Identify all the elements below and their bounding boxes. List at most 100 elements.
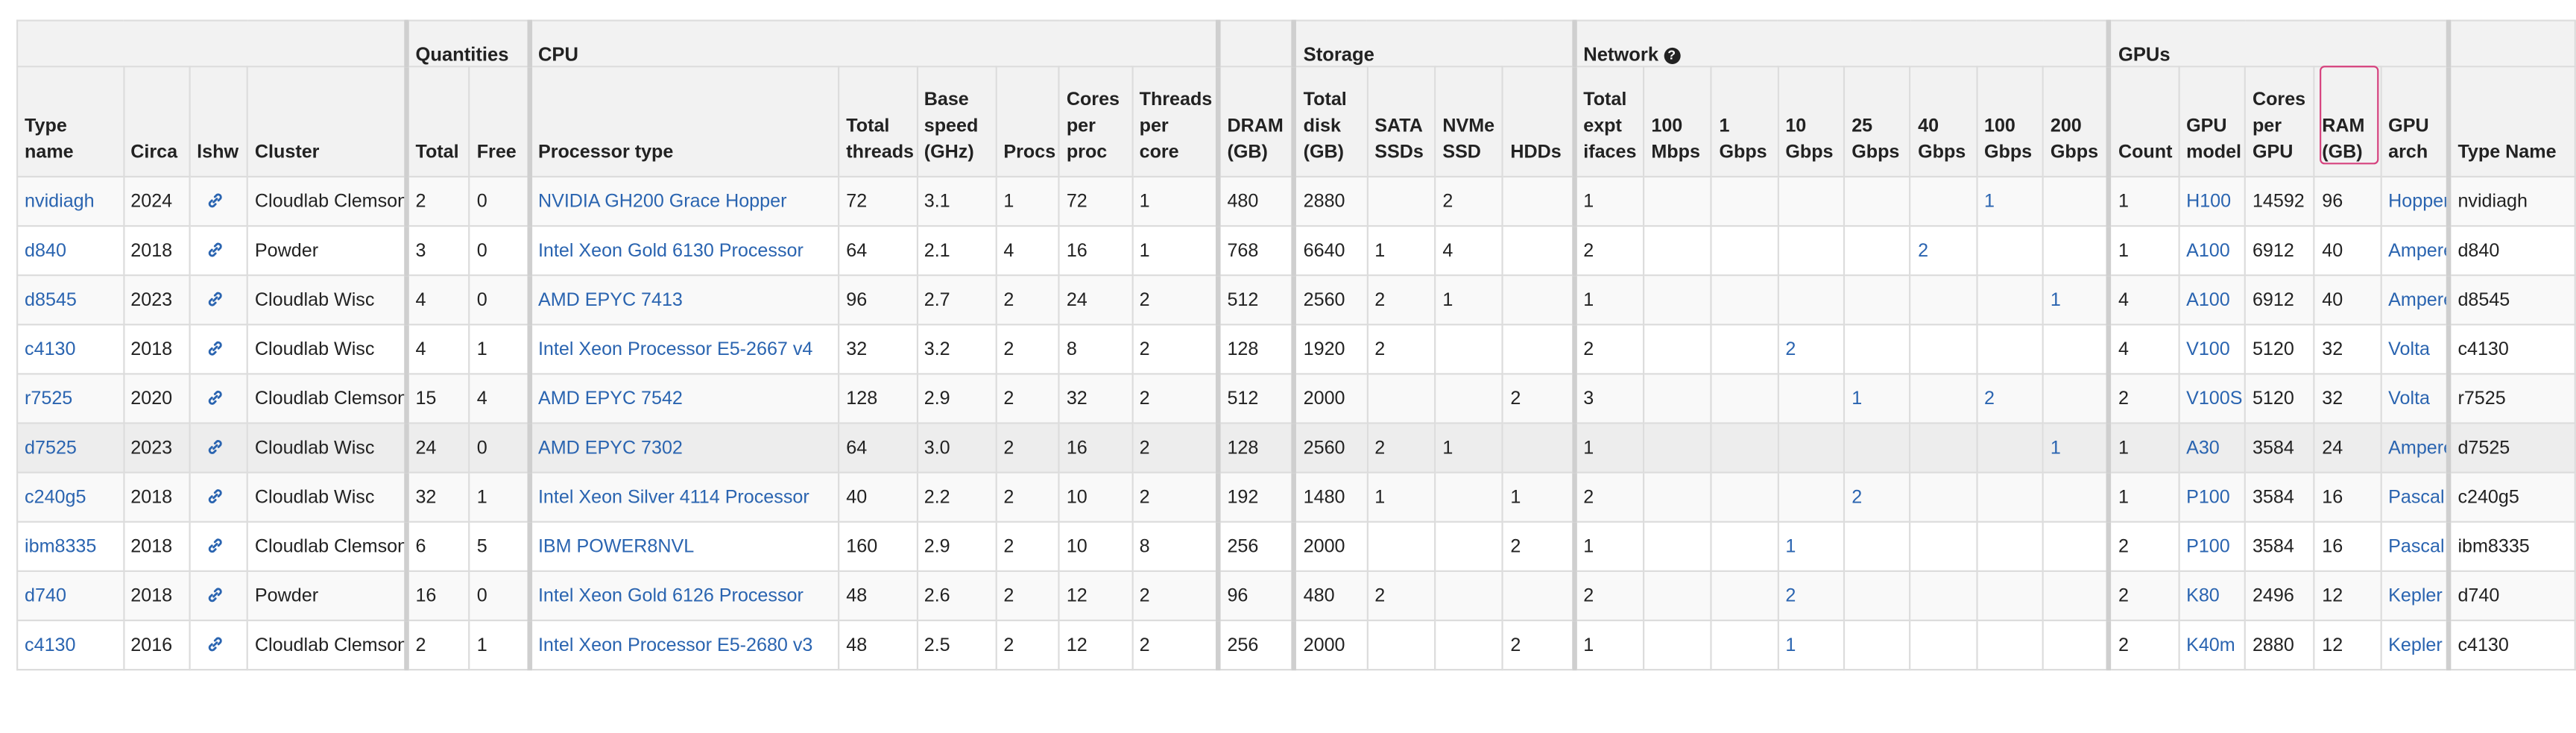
cell-type[interactable]: d7525 bbox=[16, 422, 124, 474]
cell-lshw[interactable] bbox=[189, 422, 249, 474]
cell-garch[interactable]: Hopper bbox=[2380, 175, 2450, 227]
cell-m100[interactable] bbox=[1643, 274, 1713, 326]
cell-g40[interactable] bbox=[1910, 422, 1978, 474]
cell-garch[interactable]: Kepler bbox=[2380, 570, 2450, 622]
garch-link[interactable]: Kepler bbox=[2388, 585, 2443, 606]
cell-g1[interactable] bbox=[1711, 422, 1779, 474]
cell-g200[interactable] bbox=[2042, 619, 2110, 671]
cell-g10[interactable] bbox=[1777, 175, 1846, 227]
col-total-threads[interactable]: Total threads bbox=[838, 66, 918, 178]
cell-lshw[interactable] bbox=[189, 520, 249, 572]
cell-g40[interactable] bbox=[1910, 324, 1978, 375]
cell-g200[interactable] bbox=[2042, 224, 2110, 277]
col-total[interactable]: Total bbox=[404, 66, 470, 178]
cell-g40[interactable] bbox=[1910, 520, 1978, 572]
garch-link[interactable]: Kepler bbox=[2388, 635, 2443, 655]
help-icon[interactable]: ? bbox=[1663, 47, 1680, 64]
garch-link[interactable]: Ampere bbox=[2388, 290, 2449, 310]
col-processor-type[interactable]: Processor type bbox=[526, 66, 840, 178]
cell-gmodel[interactable]: P100 bbox=[2178, 520, 2247, 572]
proc-link[interactable]: NVIDIA GH200 Grace Hopper bbox=[537, 191, 787, 212]
g10-link[interactable]: 1 bbox=[1785, 536, 1796, 557]
cell-g1[interactable] bbox=[1711, 471, 1779, 523]
cell-gmodel[interactable]: K80 bbox=[2178, 570, 2247, 622]
col-total-expt-ifaces[interactable]: Total expt ifaces bbox=[1571, 66, 1645, 178]
gmodel-link[interactable]: A100 bbox=[2186, 290, 2230, 310]
cell-m100[interactable] bbox=[1643, 422, 1713, 474]
cell-g1[interactable] bbox=[1711, 224, 1779, 277]
link-icon[interactable] bbox=[205, 535, 224, 554]
link-icon[interactable] bbox=[205, 289, 224, 308]
link-icon[interactable] bbox=[205, 585, 224, 604]
type-link[interactable]: c4130 bbox=[25, 635, 76, 655]
cell-g25[interactable] bbox=[1843, 520, 1912, 572]
g25-link[interactable]: 2 bbox=[1852, 487, 1863, 507]
cell-type[interactable]: d8545 bbox=[16, 274, 124, 326]
cell-g100[interactable] bbox=[1975, 422, 2045, 474]
cell-m100[interactable] bbox=[1643, 619, 1713, 671]
g40-link[interactable]: 2 bbox=[1918, 240, 1929, 261]
col-total-disk[interactable]: Total disk (GB) bbox=[1292, 66, 1368, 178]
cell-proc[interactable]: Intel Xeon Gold 6126 Processor bbox=[526, 570, 840, 622]
g200-link[interactable]: 1 bbox=[2050, 438, 2061, 458]
col-gpu-model[interactable]: GPU model bbox=[2178, 66, 2247, 178]
g200-link[interactable]: 1 bbox=[2050, 290, 2061, 310]
cell-g25[interactable] bbox=[1843, 619, 1912, 671]
link-icon[interactable] bbox=[205, 190, 224, 210]
proc-link[interactable]: IBM POWER8NVL bbox=[537, 536, 695, 557]
col-cores-per-gpu[interactable]: Cores per GPU bbox=[2244, 66, 2316, 178]
g100-link[interactable]: 1 bbox=[1983, 191, 1995, 212]
col-lshw[interactable]: lshw bbox=[189, 66, 249, 178]
g10-link[interactable]: 2 bbox=[1785, 585, 1796, 606]
cell-g200[interactable] bbox=[2042, 520, 2110, 572]
g10-link[interactable]: 1 bbox=[1785, 635, 1796, 655]
cell-g25[interactable] bbox=[1843, 224, 1912, 277]
type-link[interactable]: d740 bbox=[25, 585, 66, 606]
col-procs[interactable]: Procs bbox=[995, 66, 1061, 178]
cell-g40[interactable]: 2 bbox=[1910, 224, 1978, 277]
cell-g10[interactable] bbox=[1777, 373, 1846, 424]
cell-g100[interactable] bbox=[1975, 274, 2045, 326]
garch-link[interactable]: Hopper bbox=[2388, 191, 2449, 212]
col-gpu-count[interactable]: Count bbox=[2106, 66, 2180, 178]
type-link[interactable]: r7525 bbox=[25, 388, 73, 409]
cell-m100[interactable] bbox=[1643, 471, 1713, 523]
cell-lshw[interactable] bbox=[189, 570, 249, 622]
cell-g200[interactable] bbox=[2042, 175, 2110, 227]
cell-m100[interactable] bbox=[1643, 224, 1713, 277]
proc-link[interactable]: Intel Xeon Silver 4114 Processor bbox=[537, 487, 809, 507]
cell-garch[interactable]: Ampere bbox=[2380, 274, 2450, 326]
cell-g25[interactable] bbox=[1843, 175, 1912, 227]
cell-garch[interactable]: Ampere bbox=[2380, 422, 2450, 474]
cell-g100[interactable]: 2 bbox=[1975, 373, 2045, 424]
col-hdds[interactable]: HDDs bbox=[1502, 66, 1576, 178]
cell-g10[interactable] bbox=[1777, 471, 1846, 523]
cell-g25[interactable] bbox=[1843, 422, 1912, 474]
cell-g1[interactable] bbox=[1711, 324, 1779, 375]
col-1gbps[interactable]: 1 Gbps bbox=[1711, 66, 1779, 178]
link-icon[interactable] bbox=[205, 239, 224, 259]
cell-proc[interactable]: Intel Xeon Processor E5-2667 v4 bbox=[526, 324, 840, 375]
cell-m100[interactable] bbox=[1643, 175, 1713, 227]
g25-link[interactable]: 1 bbox=[1852, 388, 1863, 409]
garch-link[interactable]: Pascal bbox=[2388, 536, 2445, 557]
g10-link[interactable]: 2 bbox=[1785, 339, 1796, 359]
type-link[interactable]: d8545 bbox=[25, 290, 77, 310]
col-nvme-ssd[interactable]: NVMe SSD bbox=[1434, 66, 1504, 178]
cell-g100[interactable] bbox=[1975, 324, 2045, 375]
garch-link[interactable]: Ampere bbox=[2388, 240, 2449, 261]
cell-g100[interactable]: 1 bbox=[1975, 175, 2045, 227]
proc-link[interactable]: Intel Xeon Gold 6130 Processor bbox=[537, 240, 804, 261]
cell-proc[interactable]: Intel Xeon Processor E5-2680 v3 bbox=[526, 619, 840, 671]
cell-type[interactable]: ibm8335 bbox=[16, 520, 124, 572]
cell-g1[interactable] bbox=[1711, 520, 1779, 572]
cell-g200[interactable] bbox=[2042, 570, 2110, 622]
cell-m100[interactable] bbox=[1643, 570, 1713, 622]
cell-proc[interactable]: AMD EPYC 7413 bbox=[526, 274, 840, 326]
type-link[interactable]: c240g5 bbox=[25, 487, 86, 507]
gmodel-link[interactable]: A30 bbox=[2186, 438, 2220, 458]
cell-type[interactable]: c240g5 bbox=[16, 471, 124, 523]
cell-g40[interactable] bbox=[1910, 619, 1978, 671]
col-type-name[interactable]: Type name bbox=[16, 66, 124, 178]
cell-gmodel[interactable]: K40m bbox=[2178, 619, 2247, 671]
